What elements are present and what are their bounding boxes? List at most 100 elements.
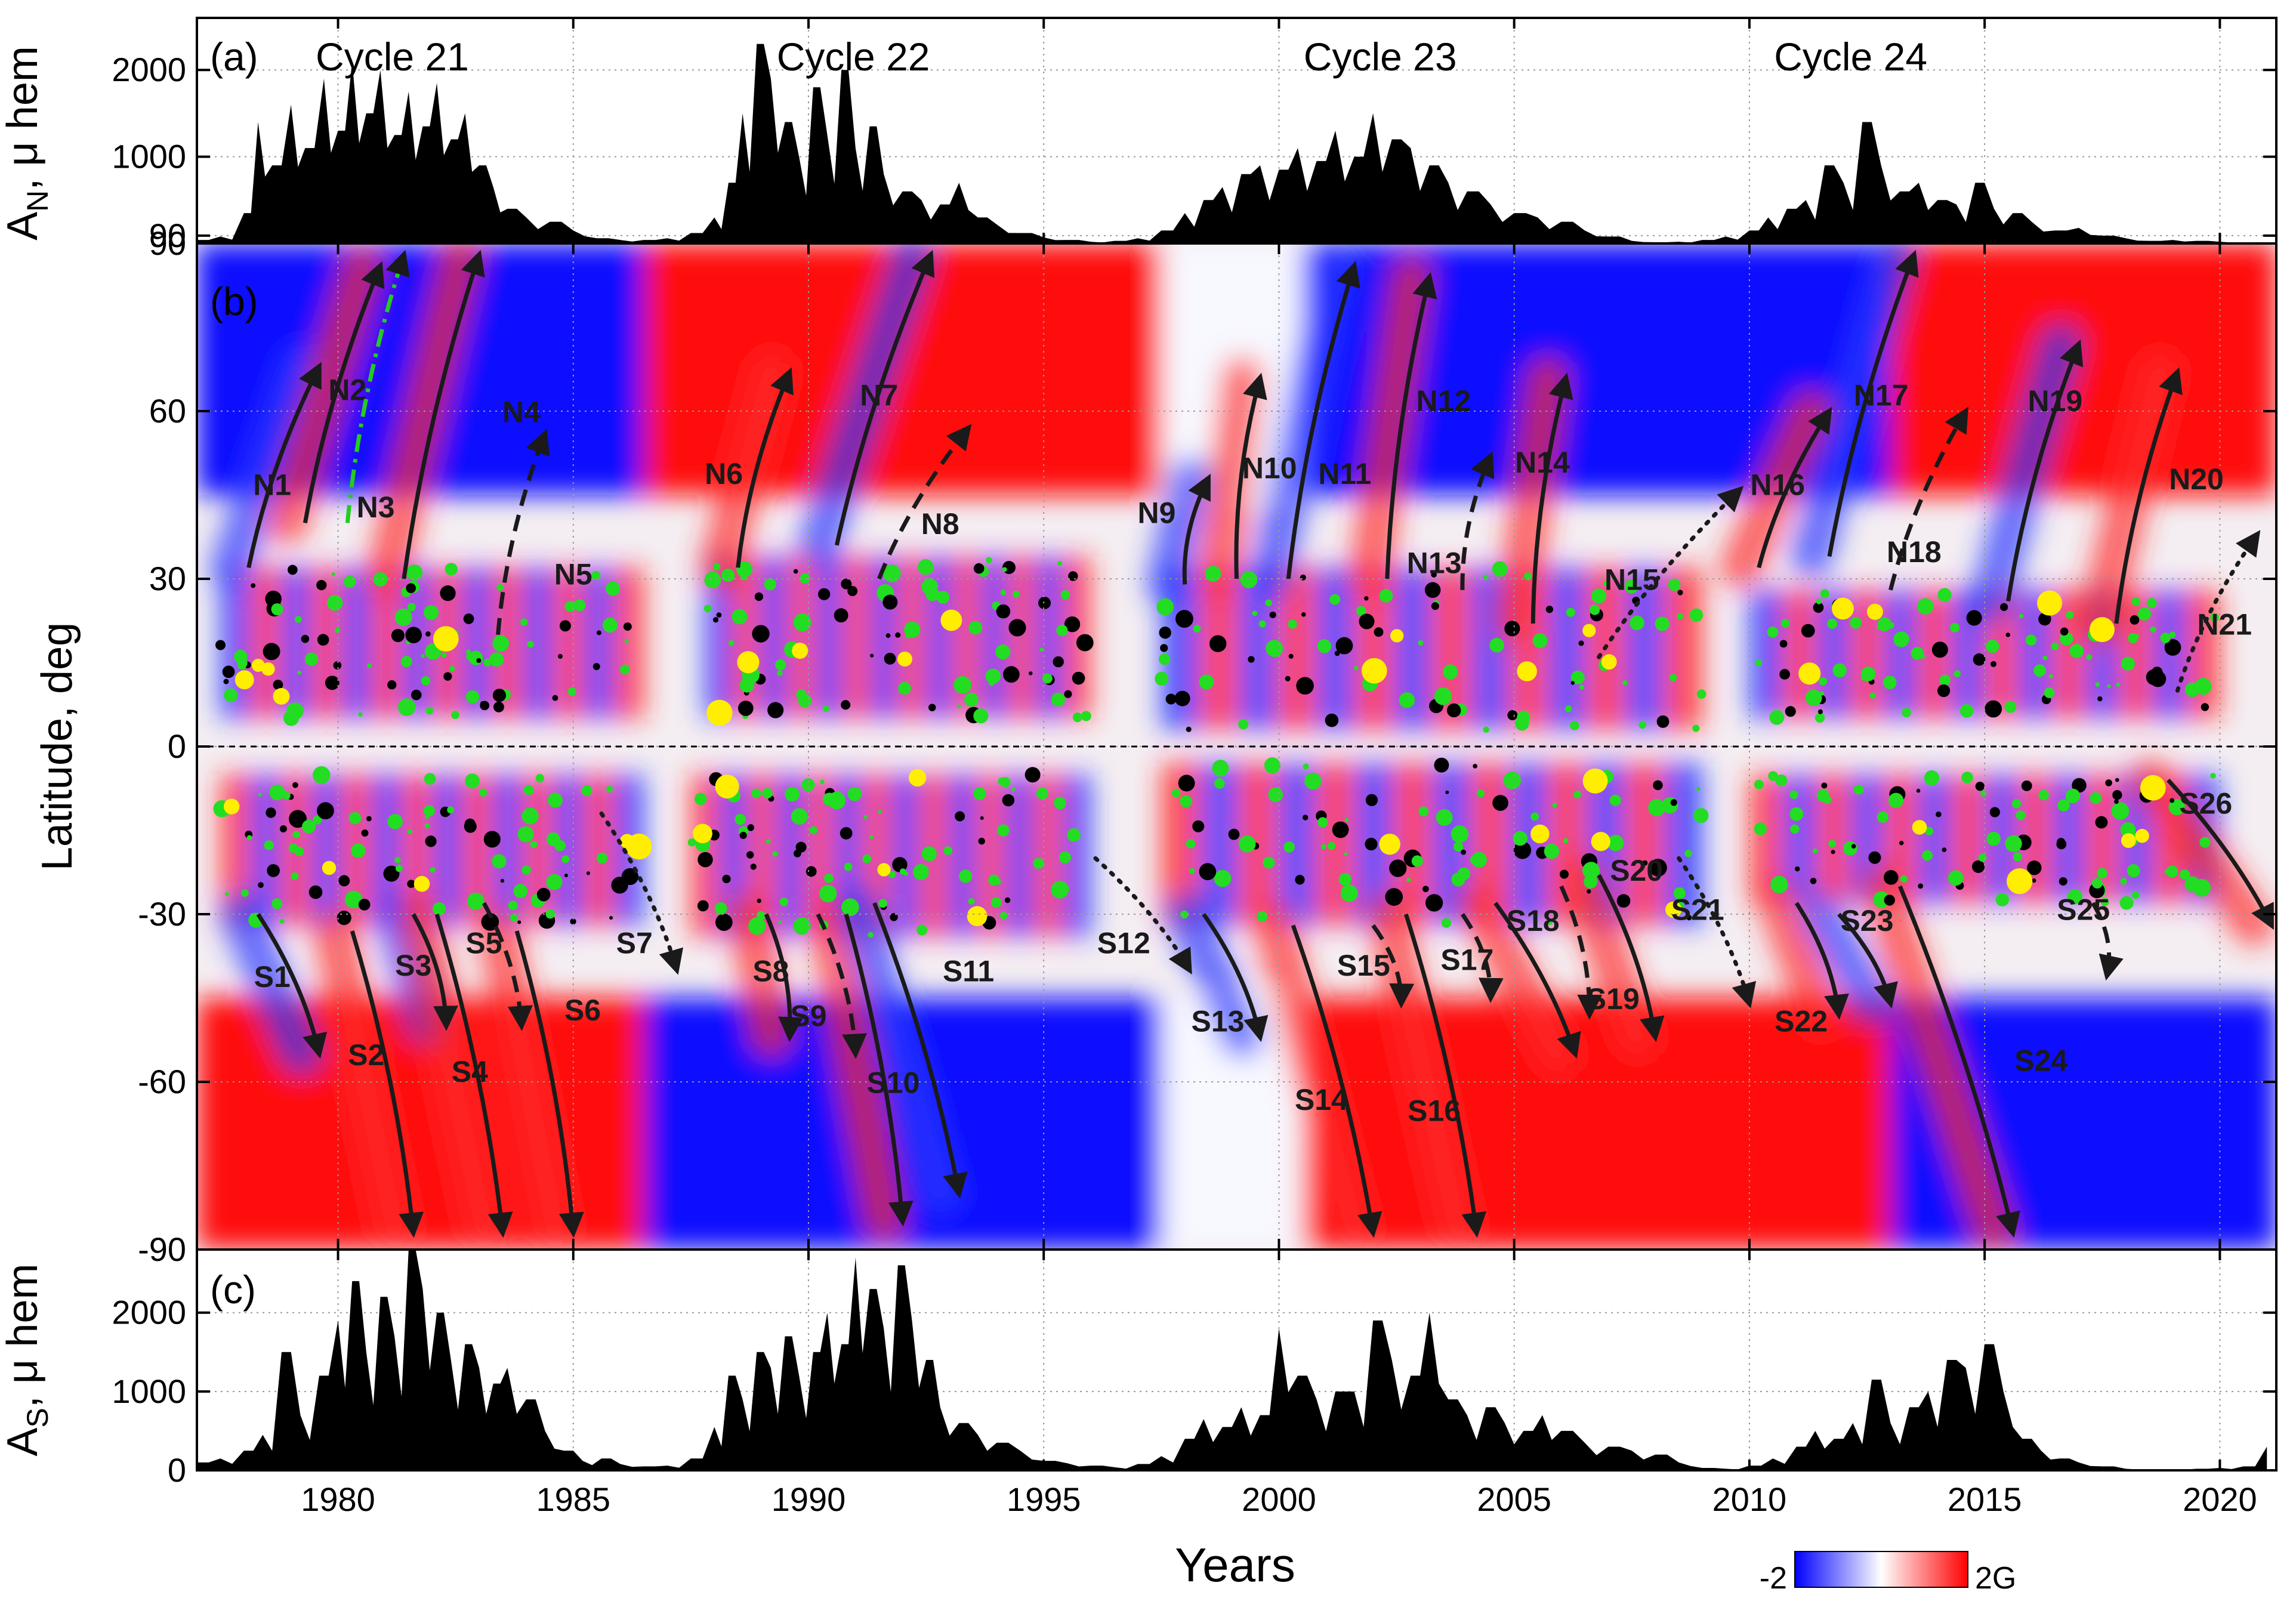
sunspot-dot (823, 705, 829, 712)
sunspot-dot (1033, 857, 1044, 869)
sunspot-dot (1180, 795, 1192, 808)
surge-arrow (736, 367, 794, 568)
sunspot-dot (772, 851, 778, 857)
sunspot-dot (2184, 876, 2201, 892)
sunspot-dot (1785, 706, 1796, 717)
surge-arrow (482, 902, 533, 1031)
sunspot-dot (406, 564, 423, 581)
sunspot-dot (1209, 635, 1227, 652)
sunspot-dot (746, 851, 754, 859)
panel-b-y-tick-label: 30 (149, 560, 186, 597)
sunspot-dot (2021, 780, 2032, 791)
sunspot-dot (1832, 663, 1847, 678)
field-streak (478, 910, 576, 1250)
sunspot-dot (1883, 675, 1897, 689)
sunspot-dot (554, 840, 566, 852)
sunspot-dot (1954, 670, 1961, 677)
sunspot-dot (892, 857, 908, 872)
sunspot-dot (1656, 715, 1669, 728)
sunspot-dot (764, 578, 776, 591)
sunspot-dot (957, 704, 961, 709)
sunspot-dot (1072, 671, 1085, 685)
sunspot-dot (2127, 864, 2140, 878)
activity-band-patch (953, 556, 981, 719)
sunspot-dot (2019, 613, 2024, 619)
surge-label: S22 (1775, 1005, 1828, 1038)
cycle-label: Cycle 24 (1774, 35, 1927, 79)
surge-label: N12 (1417, 384, 1471, 418)
sunspot-dot (1418, 806, 1429, 817)
sunspot-dot (2097, 696, 2103, 702)
sunspot-dot (258, 882, 264, 889)
sunspot-dot (778, 920, 782, 924)
sunspot-dot (1320, 844, 1326, 850)
x-tick-label: 1995 (1007, 1480, 1081, 1518)
surge-label: S18 (1507, 904, 1560, 937)
sunspot-dot (333, 661, 342, 670)
sunspot-dot (570, 918, 576, 925)
sunspot-dot (2057, 799, 2070, 812)
field-streak (1348, 256, 1433, 600)
sunspot-dot (424, 773, 436, 785)
sunspot-dot (1011, 786, 1016, 791)
sunspot-dot (1922, 850, 1933, 861)
sunspot-dot (246, 835, 252, 841)
sunspot-dot (2164, 869, 2170, 875)
sunspot-dot (841, 898, 859, 917)
sunspot-dot (712, 617, 719, 623)
sunspot-dot (1064, 616, 1081, 633)
sunspot-dot (391, 628, 405, 643)
sunspot-dot (1483, 726, 1489, 733)
cycle-label: Cycle 22 (777, 35, 930, 79)
sunspot-dot (295, 616, 302, 623)
sunspot-dot (536, 887, 551, 902)
sunspot-dot (1642, 860, 1648, 866)
sunspot-dot (407, 829, 412, 835)
sunspot-dot (1948, 870, 1964, 886)
sunspot-dot (2112, 790, 2122, 800)
sunspot-dot (1285, 675, 1291, 681)
sunspot-dot (883, 565, 901, 582)
sunspot-dot (1057, 560, 1063, 566)
sunspot-dot (483, 658, 492, 667)
field-streak (1790, 243, 1917, 578)
sunspot-dot (703, 604, 712, 613)
sunspot-dot (1911, 647, 1924, 660)
sunspot-dot (523, 785, 534, 795)
sunspot-dot (1831, 850, 1835, 855)
sunspot-dot (1937, 684, 1951, 698)
surge-label: S17 (1440, 943, 1493, 977)
surge-label: S20 (1610, 854, 1663, 887)
sunspot-dot (1344, 818, 1349, 822)
x-tick-label: 2000 (1242, 1480, 1316, 1518)
sunspot-dot (279, 825, 287, 832)
sunspot-dot-yellow (693, 823, 712, 844)
sunspot-dot (222, 665, 235, 678)
sunspot-dot (1975, 781, 1985, 791)
sunspot-dot (602, 618, 618, 633)
sunspot-dot (2120, 878, 2127, 885)
sunspot-dot (1530, 812, 1539, 821)
sunspot-dot (2005, 835, 2022, 852)
sunspot-dot (1805, 689, 1822, 707)
sunspot-dot (1966, 610, 1982, 626)
sunspot-dot (619, 664, 630, 675)
sunspot-dot (592, 663, 600, 671)
surge-arrow (1234, 372, 1267, 579)
sunspot-dot (1899, 840, 1904, 846)
surge-label: S15 (1337, 949, 1390, 982)
sunspot-dot (1165, 693, 1177, 705)
sunspot-dot (2120, 822, 2136, 838)
surge-label: N19 (2028, 384, 2083, 418)
sunspot-dot (1775, 774, 1788, 786)
sunspot-dot (997, 824, 1010, 837)
field-streak (365, 243, 483, 600)
sunspot-dot (1819, 677, 1828, 686)
surge-arrow (2006, 339, 2084, 602)
panel-c-ylabel-rest: , μ hem (0, 1264, 47, 1408)
sunspot-dot (1570, 721, 1579, 730)
sunspot-dot-yellow (2037, 590, 2063, 616)
sunspot-dot (1779, 640, 1788, 648)
sunspot-dot-yellow (413, 875, 430, 892)
